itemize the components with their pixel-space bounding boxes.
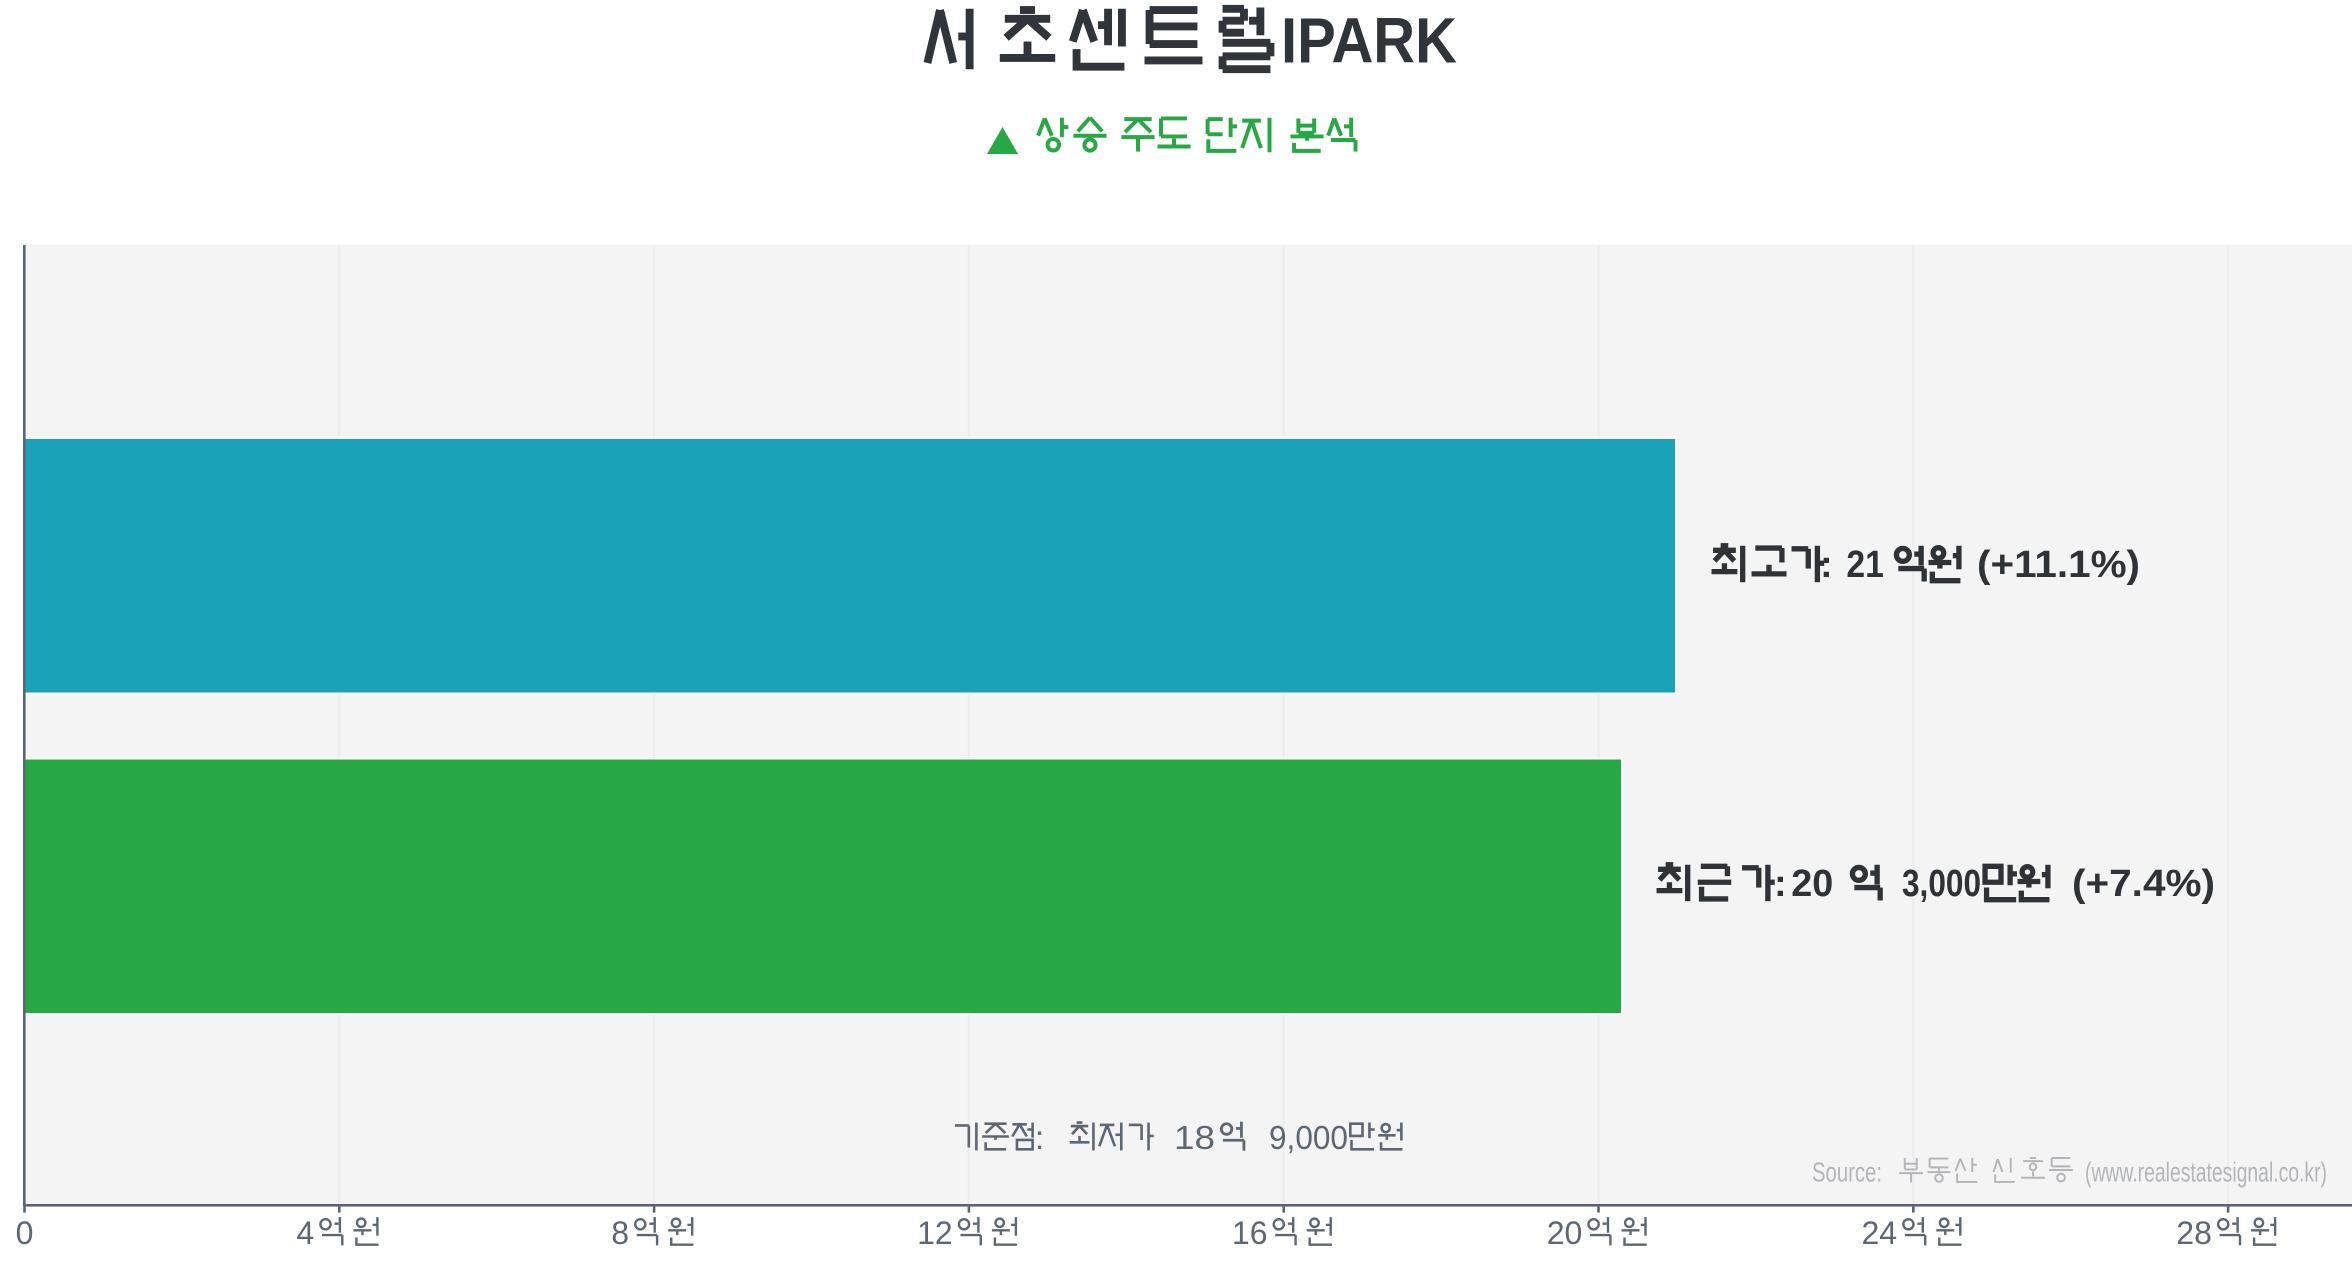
svg-text:9,000: 9,000 [1269,1119,1348,1156]
svg-text:0: 0 [16,1215,34,1251]
svg-text::: : [1774,863,1787,905]
svg-text:Source:: Source: [1812,1157,1882,1188]
svg-text:16: 16 [1232,1215,1268,1251]
svg-text:4: 4 [296,1215,314,1251]
svg-text:(www.realestatesignal.co.kr): (www.realestatesignal.co.kr) [2085,1157,2327,1188]
svg-text:21: 21 [1846,544,1884,586]
svg-text:(+7.4%): (+7.4%) [2072,863,2215,905]
svg-text::: : [1035,1119,1044,1156]
svg-text:24: 24 [1862,1215,1898,1251]
svg-text:3,000: 3,000 [1902,863,1981,905]
svg-text:18: 18 [1174,1119,1215,1156]
svg-text::: : [1820,544,1833,586]
svg-text:20: 20 [1547,1215,1583,1251]
svg-text:(+11.1%): (+11.1%) [1977,544,2140,586]
svg-text:IPARK: IPARK [1281,5,1457,77]
svg-text:8: 8 [611,1215,629,1251]
svg-text:12: 12 [917,1215,953,1251]
svg-text:20: 20 [1791,863,1833,905]
svg-text:28: 28 [2176,1215,2212,1251]
